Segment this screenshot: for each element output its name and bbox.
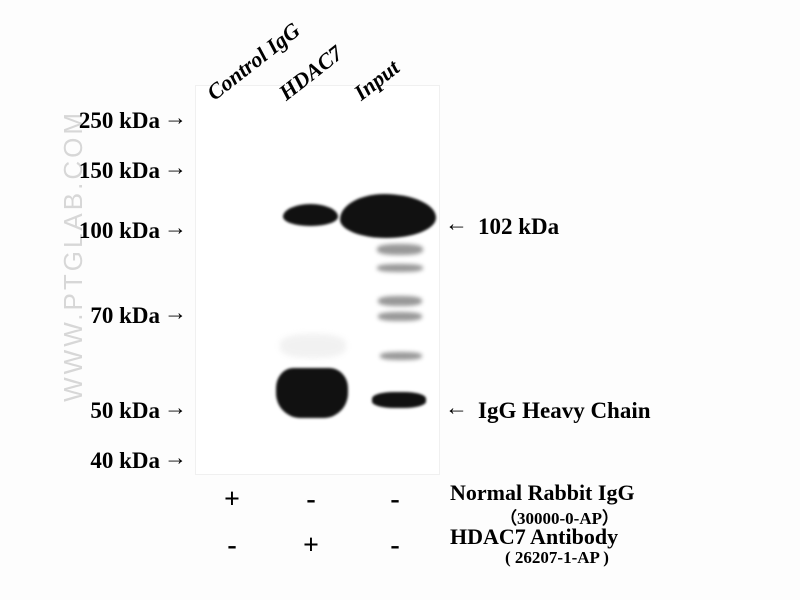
reagent-label: HDAC7 Antibody bbox=[450, 524, 618, 550]
mw-label: 100 kDa bbox=[40, 218, 160, 244]
reagent-catalog: ( 26207-1-AP ) bbox=[505, 548, 609, 568]
band-hdac7-input bbox=[340, 194, 436, 238]
figure-container: WWW.PTGLAB.COM Control IgG HDAC7 Input 2… bbox=[0, 0, 800, 600]
arrow-left-icon: ← bbox=[445, 211, 468, 237]
arrow-right-icon: → bbox=[164, 105, 187, 131]
arrow-right-icon: → bbox=[164, 445, 187, 471]
band-faint bbox=[380, 352, 422, 360]
arrow-right-icon: → bbox=[164, 155, 187, 181]
plus-minus-mark: - bbox=[296, 484, 326, 516]
arrow-right-icon: → bbox=[164, 215, 187, 241]
reagent-label: Normal Rabbit IgG bbox=[450, 480, 635, 506]
mw-label: 250 kDa bbox=[40, 108, 160, 134]
band-faint bbox=[378, 312, 422, 321]
igg-heavy-chain-label: IgG Heavy Chain bbox=[478, 398, 651, 424]
watermark-text: WWW.PTGLAB.COM bbox=[58, 110, 89, 402]
plus-minus-mark: - bbox=[380, 530, 410, 562]
band-faint bbox=[377, 244, 423, 255]
mw-label: 150 kDa bbox=[40, 158, 160, 184]
arrow-right-icon: → bbox=[164, 300, 187, 326]
target-band-label: 102 kDa bbox=[478, 214, 559, 240]
plus-minus-mark: + bbox=[217, 484, 247, 516]
plus-minus-mark: - bbox=[217, 530, 247, 562]
mw-label: 70 kDa bbox=[40, 303, 160, 329]
band-faint bbox=[378, 296, 422, 306]
plus-minus-mark: - bbox=[380, 484, 410, 516]
band-smear bbox=[280, 334, 346, 358]
band-igg-heavy-input bbox=[372, 392, 426, 408]
mw-label: 50 kDa bbox=[40, 398, 160, 424]
arrow-left-icon: ← bbox=[445, 395, 468, 421]
band-igg-heavy-lane2 bbox=[276, 368, 348, 418]
band-hdac7-lane2 bbox=[283, 204, 338, 226]
plus-minus-mark: + bbox=[296, 530, 326, 562]
arrow-right-icon: → bbox=[164, 395, 187, 421]
mw-label: 40 kDa bbox=[40, 448, 160, 474]
band-faint bbox=[377, 264, 423, 272]
